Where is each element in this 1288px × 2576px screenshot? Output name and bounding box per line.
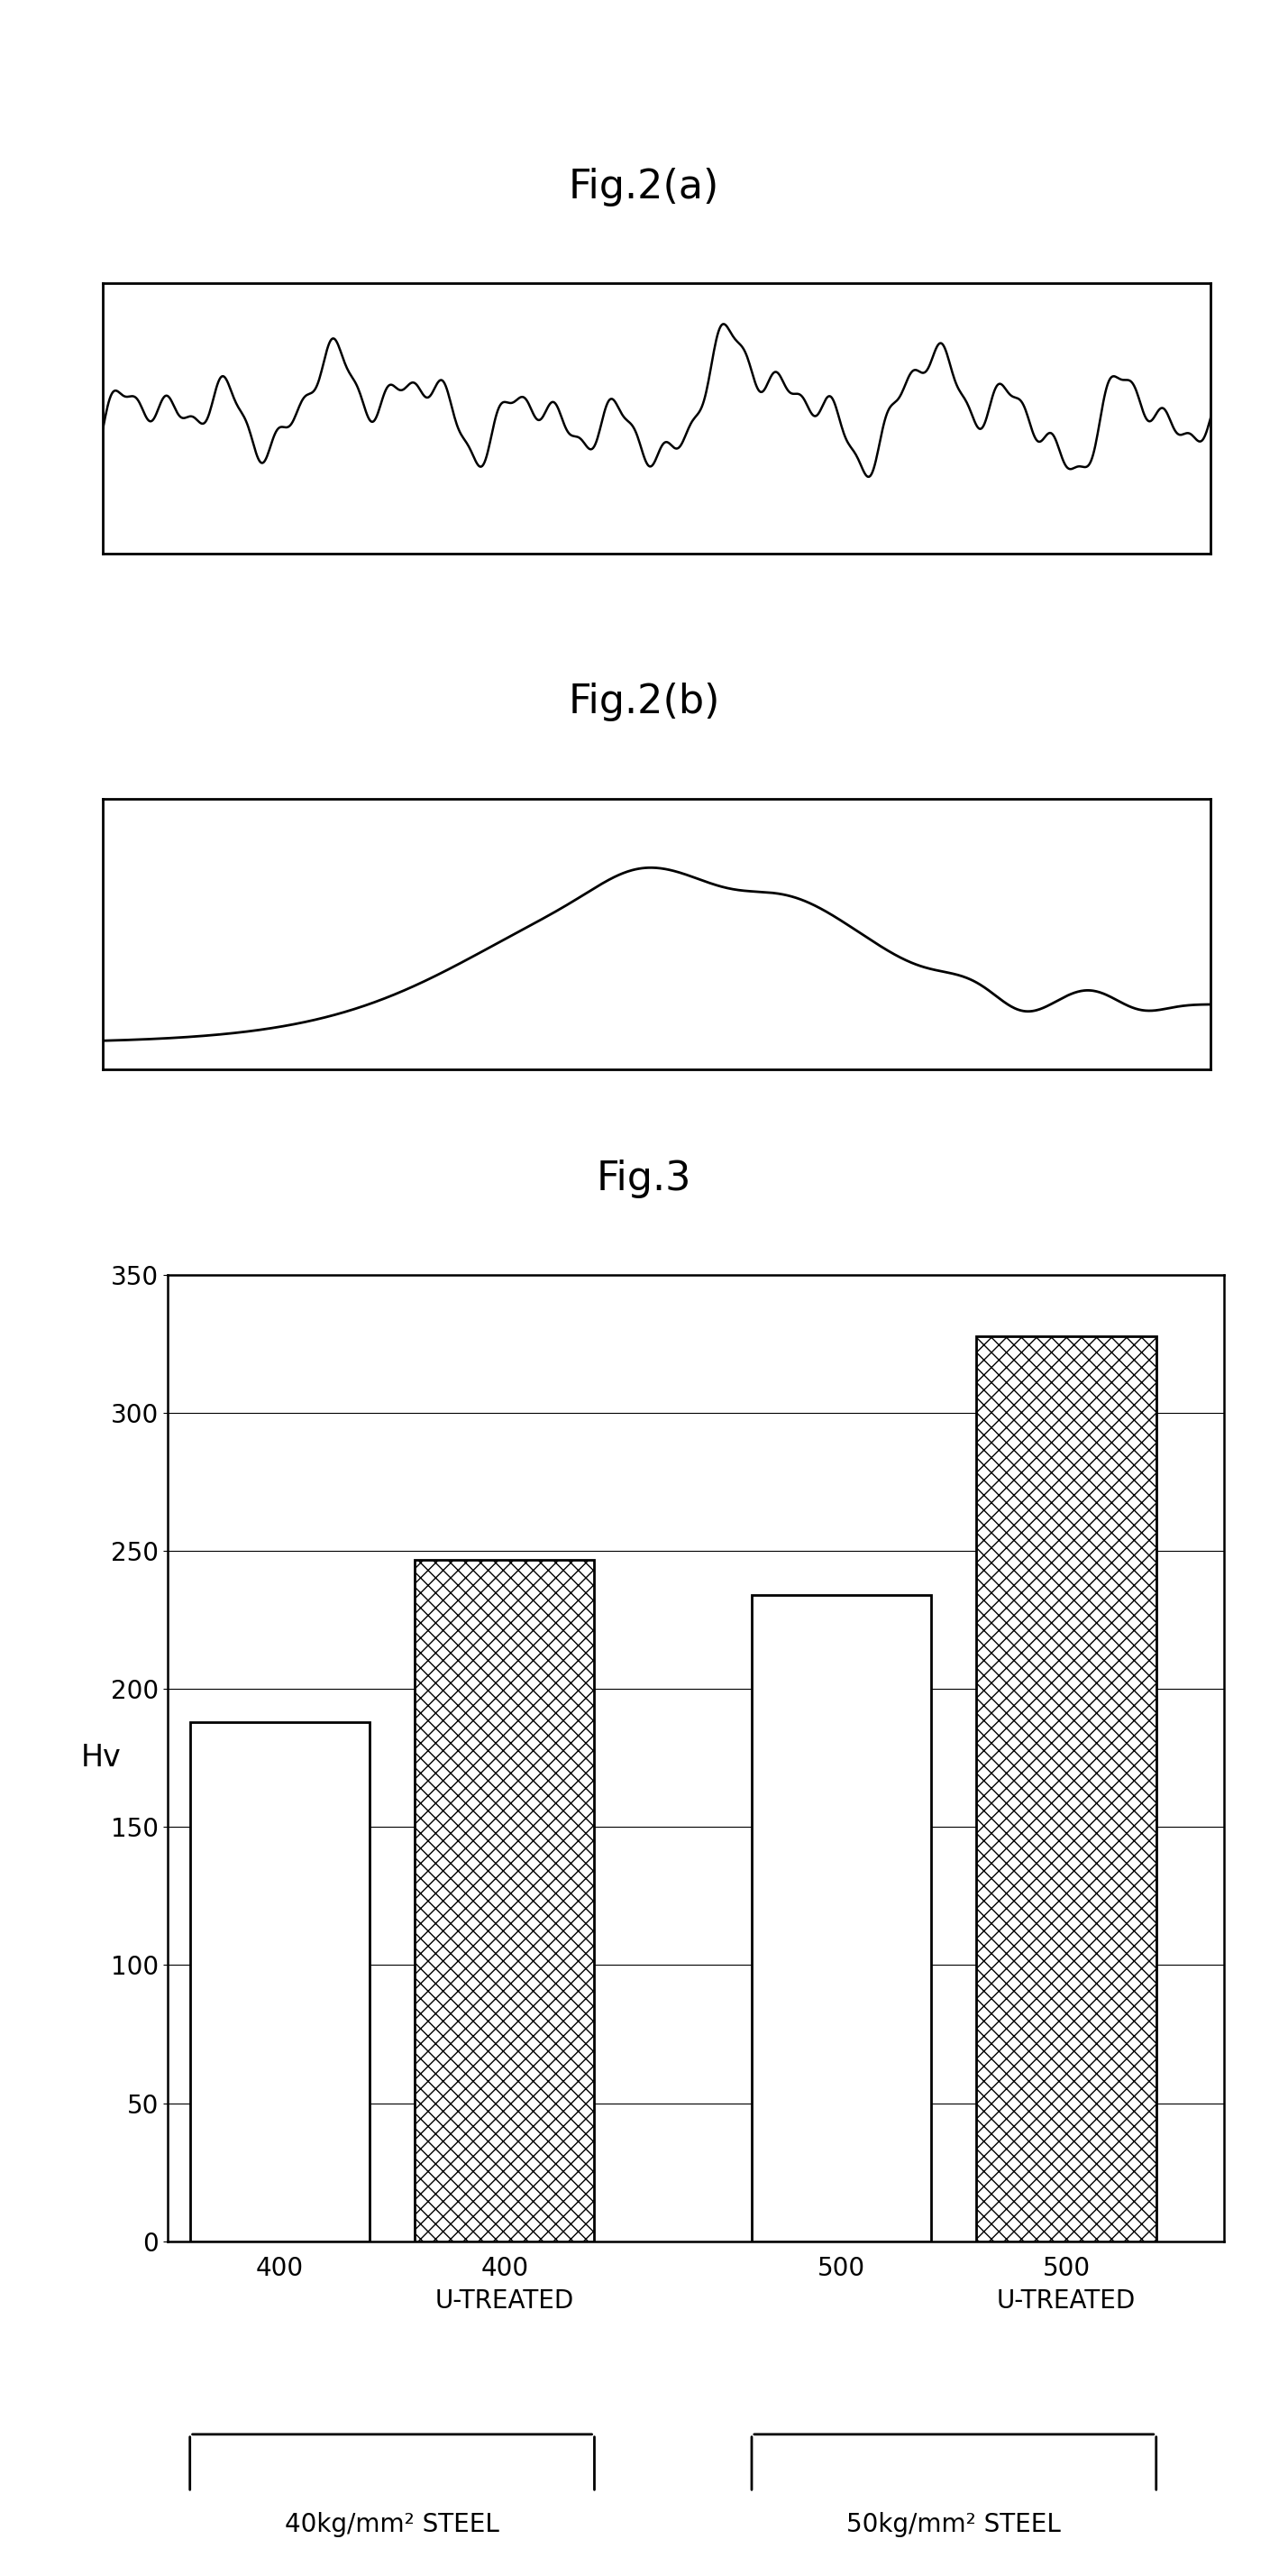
Bar — [415, 1558, 594, 2241]
Text: 50kg/mm² STEEL: 50kg/mm² STEEL — [846, 2512, 1061, 2537]
Text: Fig.2(b): Fig.2(b) — [568, 683, 720, 721]
Bar — [189, 1723, 370, 2241]
Text: Fig.3: Fig.3 — [596, 1159, 692, 1198]
Bar — [752, 1595, 931, 2241]
Bar — [976, 1337, 1157, 2241]
Text: 40kg/mm² STEEL: 40kg/mm² STEEL — [285, 2512, 500, 2537]
Y-axis label: Hv: Hv — [80, 1744, 121, 1772]
Text: Fig.2(a): Fig.2(a) — [568, 167, 720, 206]
